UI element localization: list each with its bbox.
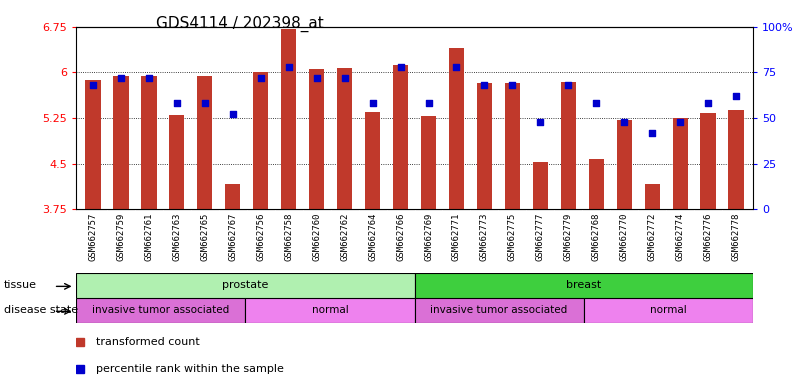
Point: [674, 119, 686, 125]
Bar: [701, 113, 716, 209]
Point: [506, 82, 519, 88]
Bar: [245, 298, 415, 323]
Point: [590, 101, 602, 107]
Text: GSM662774: GSM662774: [676, 212, 685, 261]
Bar: [169, 115, 184, 209]
Bar: [505, 83, 520, 209]
Text: GSM662765: GSM662765: [200, 212, 209, 261]
Text: GSM662756: GSM662756: [256, 212, 265, 261]
Text: GDS4114 / 202398_at: GDS4114 / 202398_at: [156, 15, 324, 31]
Text: prostate: prostate: [222, 280, 268, 290]
Text: GSM662766: GSM662766: [396, 212, 405, 261]
Point: [282, 64, 295, 70]
Text: GSM662757: GSM662757: [88, 212, 98, 261]
Text: GSM662777: GSM662777: [536, 212, 545, 261]
Text: normal: normal: [650, 305, 686, 315]
Point: [143, 75, 155, 81]
Text: invasive tumor associated: invasive tumor associated: [92, 305, 229, 315]
Point: [534, 119, 547, 125]
Point: [310, 75, 323, 81]
Text: GSM662776: GSM662776: [704, 212, 713, 261]
Bar: [584, 298, 753, 323]
Point: [422, 101, 435, 107]
Point: [562, 82, 575, 88]
Point: [115, 75, 127, 81]
Point: [730, 93, 743, 99]
Text: GSM662772: GSM662772: [648, 212, 657, 261]
Bar: [589, 159, 604, 209]
Bar: [617, 120, 632, 209]
Bar: [533, 162, 548, 209]
Point: [646, 130, 658, 136]
Bar: [225, 184, 240, 209]
Text: GSM662779: GSM662779: [564, 212, 573, 261]
Text: GSM662771: GSM662771: [452, 212, 461, 261]
Text: GSM662769: GSM662769: [424, 212, 433, 261]
Bar: [728, 110, 744, 209]
Bar: [337, 68, 352, 209]
Text: GSM662762: GSM662762: [340, 212, 349, 261]
Bar: [253, 72, 268, 209]
Bar: [309, 70, 324, 209]
Text: GSM662778: GSM662778: [731, 212, 741, 261]
Text: transformed count: transformed count: [96, 337, 200, 347]
Bar: [477, 83, 492, 209]
Bar: [197, 76, 212, 209]
Point: [338, 75, 351, 81]
Bar: [76, 273, 415, 298]
Bar: [421, 116, 437, 209]
Point: [366, 101, 379, 107]
Point: [87, 82, 99, 88]
Text: GSM662760: GSM662760: [312, 212, 321, 261]
Bar: [415, 298, 584, 323]
Bar: [561, 82, 576, 209]
Point: [478, 82, 491, 88]
Text: GSM662758: GSM662758: [284, 212, 293, 261]
Text: GSM662770: GSM662770: [620, 212, 629, 261]
Text: breast: breast: [566, 280, 602, 290]
Bar: [673, 118, 688, 209]
Text: normal: normal: [312, 305, 348, 315]
Bar: [113, 76, 128, 209]
Point: [199, 101, 211, 107]
Text: GSM662764: GSM662764: [368, 212, 377, 261]
Text: GSM662761: GSM662761: [144, 212, 153, 261]
Text: GSM662768: GSM662768: [592, 212, 601, 261]
Text: GSM662767: GSM662767: [228, 212, 237, 261]
Point: [450, 64, 463, 70]
Text: disease state: disease state: [4, 305, 78, 315]
Point: [618, 119, 630, 125]
Point: [254, 75, 267, 81]
Bar: [85, 80, 101, 209]
Bar: [141, 76, 156, 209]
Text: invasive tumor associated: invasive tumor associated: [430, 305, 568, 315]
Text: tissue: tissue: [4, 280, 37, 290]
Bar: [392, 65, 409, 209]
Point: [394, 64, 407, 70]
Bar: [365, 112, 380, 209]
Bar: [645, 184, 660, 209]
Text: GSM662773: GSM662773: [480, 212, 489, 261]
Text: GSM662775: GSM662775: [508, 212, 517, 261]
Text: GSM662759: GSM662759: [116, 212, 125, 261]
Point: [227, 111, 239, 118]
Point: [702, 101, 714, 107]
Bar: [415, 273, 753, 298]
Bar: [449, 48, 464, 209]
Point: [171, 101, 183, 107]
Bar: [76, 298, 245, 323]
Text: GSM662763: GSM662763: [172, 212, 181, 261]
Text: percentile rank within the sample: percentile rank within the sample: [96, 364, 284, 374]
Bar: [281, 29, 296, 209]
